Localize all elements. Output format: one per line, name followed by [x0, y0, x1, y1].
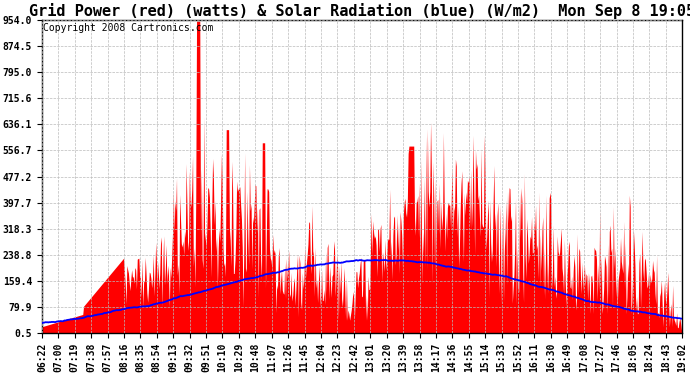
Title: Grid Power (red) (watts) & Solar Radiation (blue) (W/m2)  Mon Sep 8 19:05: Grid Power (red) (watts) & Solar Radiati… — [29, 3, 690, 19]
Text: Copyright 2008 Cartronics.com: Copyright 2008 Cartronics.com — [43, 23, 213, 33]
